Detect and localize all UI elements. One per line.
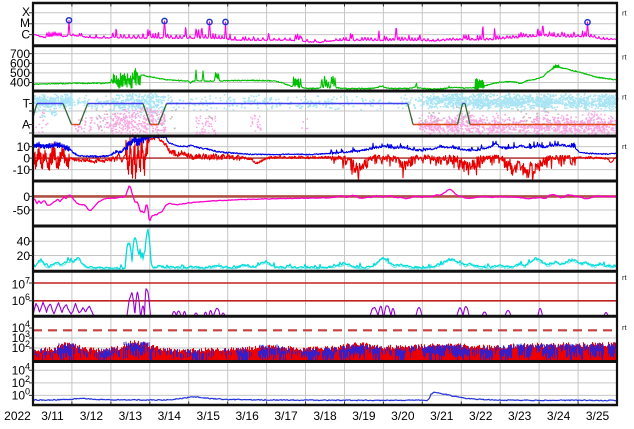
svg-text:700: 700	[10, 47, 30, 61]
svg-text:0: 0	[25, 387, 30, 397]
svg-text:X: X	[22, 5, 30, 19]
svg-text:6: 6	[25, 292, 30, 302]
svg-text:A: A	[22, 118, 30, 132]
svg-text:7: 7	[25, 276, 30, 286]
svg-text:0: 0	[23, 190, 30, 204]
svg-text:rt: rt	[622, 93, 627, 102]
svg-text:10: 10	[12, 376, 26, 390]
svg-text:3/20: 3/20	[391, 409, 415, 423]
svg-text:T: T	[23, 97, 31, 111]
svg-text:C: C	[21, 28, 30, 42]
svg-text:2022: 2022	[4, 409, 31, 423]
svg-text:10: 10	[12, 278, 26, 292]
svg-text:3/14: 3/14	[158, 409, 182, 423]
svg-text:rt: rt	[622, 273, 627, 282]
svg-text:rt: rt	[622, 142, 627, 151]
svg-text:3/12: 3/12	[80, 409, 104, 423]
svg-text:600: 600	[10, 57, 30, 71]
svg-text:3/15: 3/15	[197, 409, 221, 423]
svg-text:3/23: 3/23	[508, 409, 532, 423]
svg-text:rt: rt	[622, 323, 627, 332]
svg-text:4: 4	[25, 362, 30, 372]
svg-text:10: 10	[12, 331, 26, 345]
svg-text:4: 4	[25, 319, 30, 329]
svg-text:3: 3	[25, 329, 30, 339]
svg-text:3/22: 3/22	[469, 409, 493, 423]
svg-text:10: 10	[17, 140, 31, 154]
svg-text:10: 10	[12, 364, 26, 378]
svg-text:20: 20	[17, 249, 31, 263]
svg-text:3/25: 3/25	[586, 409, 610, 423]
svg-text:rt: rt	[622, 9, 627, 18]
svg-text:M: M	[20, 16, 30, 30]
svg-text:3/16: 3/16	[235, 409, 259, 423]
svg-text:3/17: 3/17	[274, 409, 298, 423]
svg-text:500: 500	[10, 66, 30, 80]
svg-text:40: 40	[17, 235, 31, 249]
svg-text:2: 2	[25, 339, 30, 349]
svg-text:10: 10	[12, 389, 26, 403]
svg-text:2: 2	[25, 374, 30, 384]
svg-text:3/24: 3/24	[547, 409, 571, 423]
svg-text:rt: rt	[622, 53, 627, 62]
svg-text:-10: -10	[13, 163, 31, 177]
svg-text:3/11: 3/11	[41, 409, 64, 423]
svg-text:3/19: 3/19	[352, 409, 376, 423]
svg-text:3/13: 3/13	[119, 409, 143, 423]
svg-text:10: 10	[12, 341, 26, 355]
svg-text:10: 10	[12, 321, 26, 335]
svg-text:3/18: 3/18	[313, 409, 337, 423]
svg-text:-50: -50	[13, 204, 31, 218]
svg-text:400: 400	[10, 76, 30, 90]
svg-text:0: 0	[23, 152, 30, 166]
svg-text:3/21: 3/21	[430, 409, 454, 423]
svg-text:10: 10	[12, 294, 26, 308]
